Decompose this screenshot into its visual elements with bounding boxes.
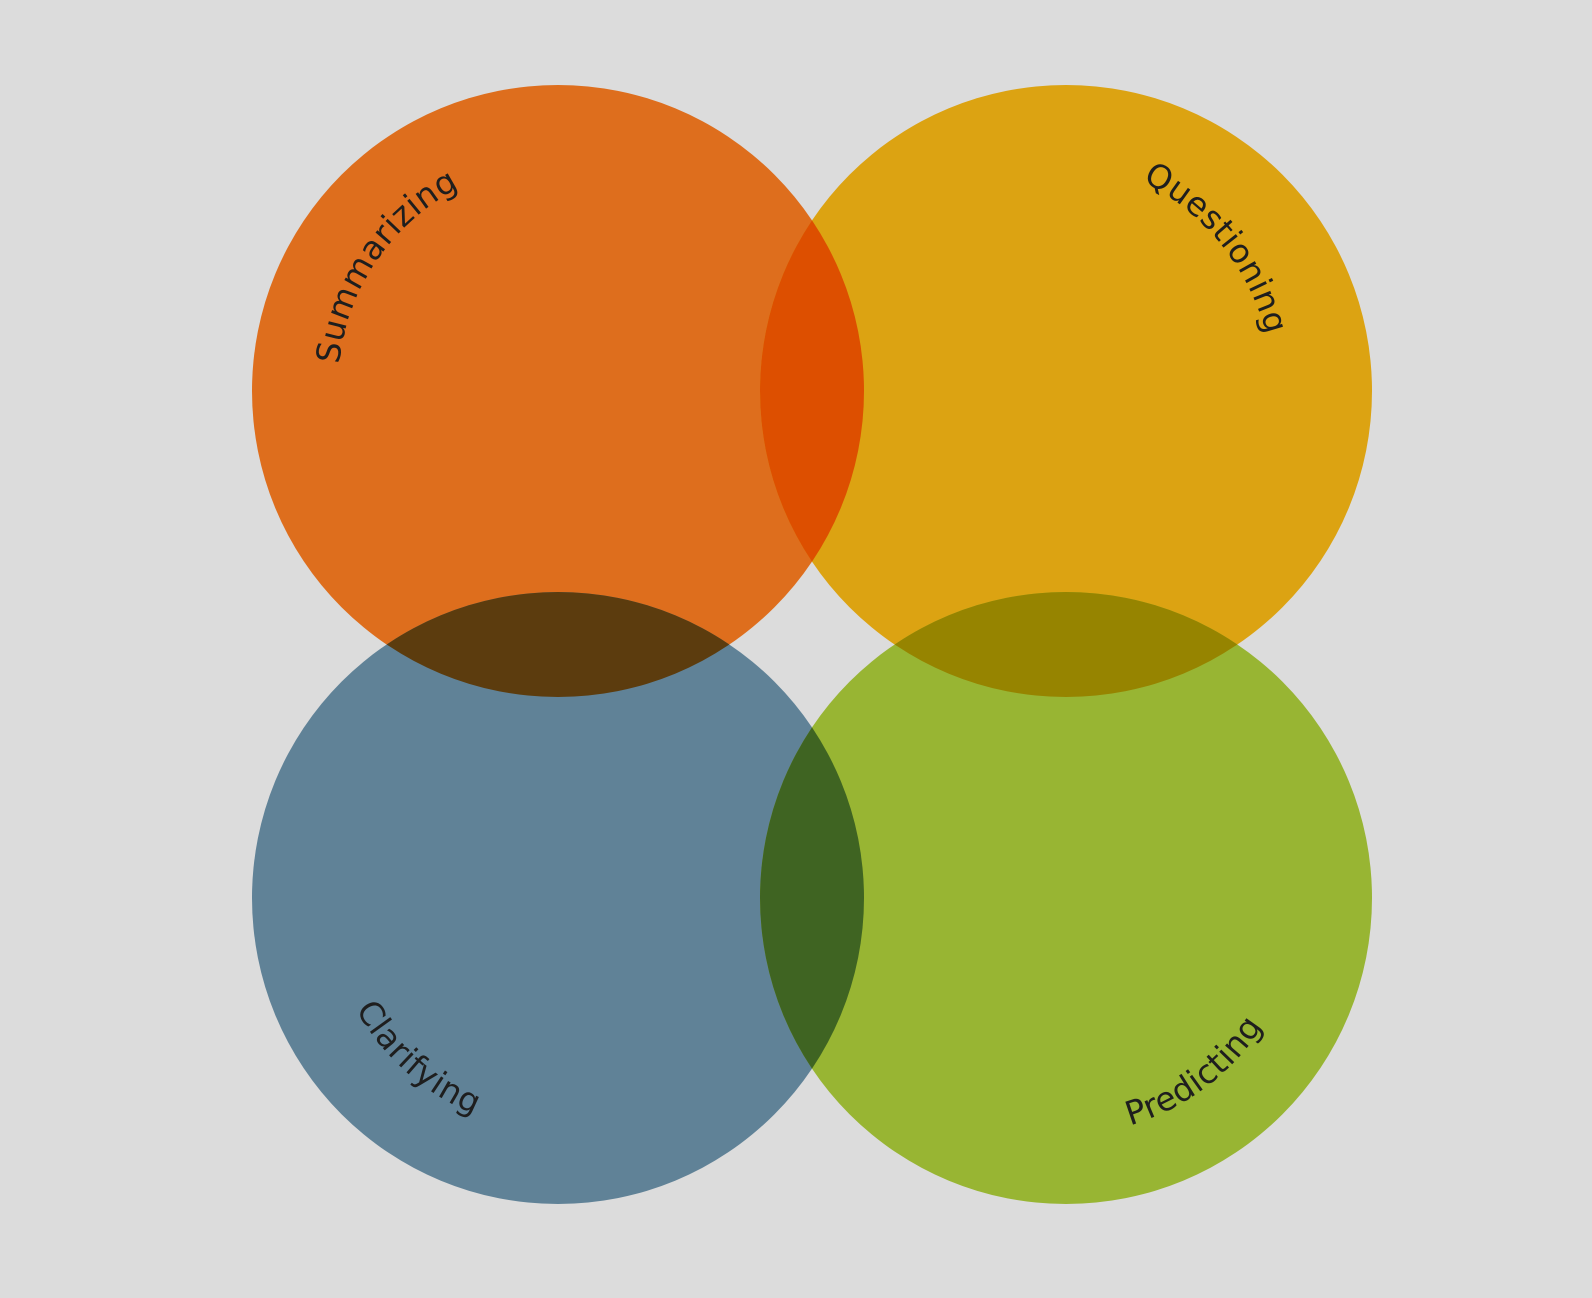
circle-summarizing [252,85,864,697]
circle-predicting [760,592,1372,1204]
circle-questioning [760,85,1372,697]
circle-clarifying [252,592,864,1204]
